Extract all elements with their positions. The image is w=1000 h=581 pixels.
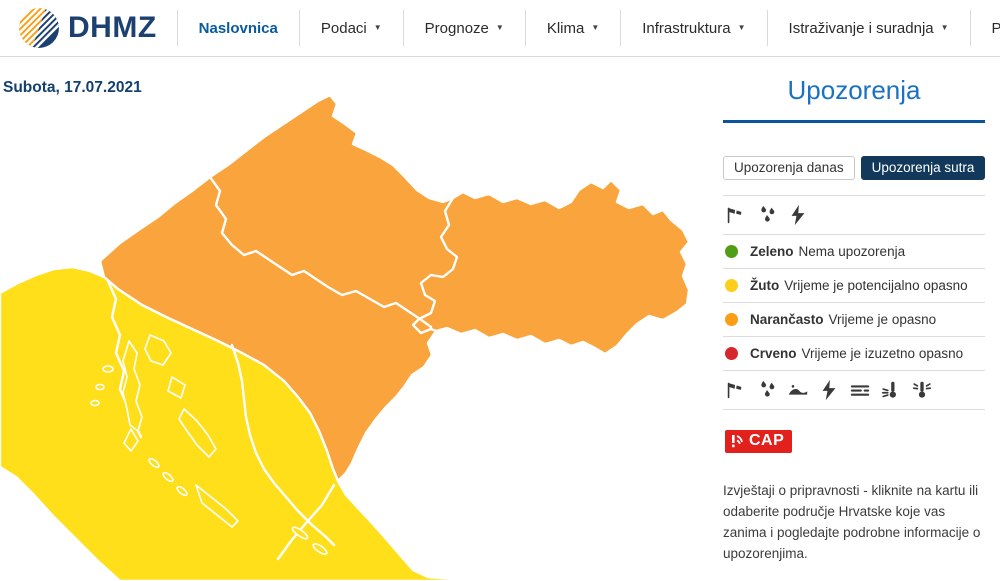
map-county-border (230, 343, 336, 547)
map-island (195, 484, 239, 528)
red-level-dot (725, 347, 738, 360)
map-island (148, 457, 160, 469)
chevron-down-icon: ▼ (591, 23, 600, 32)
legend-row-orange: Narančasto Vrijeme je opasno (723, 302, 985, 336)
nav-divider (402, 10, 404, 46)
chevron-down-icon: ▼ (940, 23, 949, 32)
nav-item-podaci[interactable]: Podaci ▼ (300, 20, 403, 37)
map-island (102, 365, 114, 373)
map-island (178, 408, 217, 458)
nav-label: Infrastruktura (642, 19, 731, 37)
lightning-icon (791, 204, 805, 226)
cap-alert-icon (732, 435, 743, 448)
cap-logo[interactable]: CAP (725, 430, 793, 453)
cold-thermometer-icon (881, 381, 896, 398)
legend-name: Narančasto (750, 312, 824, 327)
chevron-down-icon: ▼ (737, 23, 746, 32)
windsock-icon (727, 382, 742, 399)
nav-item-naslovnica[interactable]: Naslovnica (178, 20, 299, 37)
preparedness-info-text: Izvještaji o pripravnosti - kliknite na … (723, 483, 981, 561)
nav-item-proizvodi[interactable]: Proizvodi i usluge ▼ (971, 20, 1000, 37)
tab-upozorenja-sutra[interactable]: Upozorenja sutra (860, 156, 986, 180)
hazard-icons-row-tomorrow (723, 370, 985, 410)
map-date-label: Subota, 17.07.2021 (3, 79, 142, 96)
map-island (90, 399, 100, 407)
cap-logo-text: CAP (749, 432, 785, 449)
map-county-border (208, 175, 433, 329)
yellow-level-dot (725, 279, 738, 292)
map-island (123, 428, 139, 452)
nav-label: Proizvodi i usluge (991, 19, 1000, 37)
map-county-border (276, 483, 336, 561)
map-island (95, 383, 105, 391)
nav-item-infrastruktura[interactable]: Infrastruktura ▼ (621, 20, 766, 37)
fog-icon (850, 385, 870, 396)
legend-name: Žuto (750, 278, 780, 293)
nav-label: Naslovnica (198, 19, 278, 37)
tab-upozorenja-danas[interactable]: Upozorenja danas (723, 156, 855, 180)
legend-desc: Vrijeme je izuzetno opasno (801, 346, 964, 361)
dhmz-logo-text: DHMZ (68, 11, 157, 44)
legend-desc: Vrijeme je potencijalno opasno (784, 278, 968, 293)
title-underline (723, 120, 985, 123)
windsock-icon (727, 207, 742, 224)
top-navigation-bar: DHMZ Naslovnica Podaci ▼ Prognoze ▼ Klim… (0, 0, 1000, 57)
legend-desc: Vrijeme je opasno (828, 312, 937, 327)
map-island (144, 334, 172, 366)
main-nav: Naslovnica Podaci ▼ Prognoze ▼ Klima ▼ I… (176, 0, 1000, 56)
map-county-border (411, 196, 459, 335)
orange-level-dot (725, 313, 738, 326)
legend-row-green: Zeleno Nema upozorenja (723, 234, 985, 268)
nav-label: Prognoze (424, 19, 489, 37)
nav-divider (176, 10, 178, 46)
map-region-inland-orange[interactable] (98, 93, 691, 483)
lightning-icon (822, 379, 836, 401)
legend-row-red: Crveno Vrijeme je izuzetno opasno (723, 336, 985, 370)
warning-day-tabs: Upozorenja danas Upozorenja sutra (723, 156, 986, 180)
nav-item-prognoze[interactable]: Prognoze ▼ (404, 20, 525, 37)
legend-desc: Nema upozorenja (798, 244, 906, 259)
nav-label: Istraživanje i suradnja (788, 19, 934, 37)
raindrops-icon (761, 205, 775, 222)
croatia-warning-map[interactable] (0, 71, 720, 581)
sidebar-title: Upozorenja (787, 75, 921, 105)
hazard-icons-row-today (723, 195, 985, 234)
dhmz-logo[interactable]: DHMZ (0, 7, 177, 49)
raindrops-icon (761, 380, 775, 397)
nav-label: Klima (546, 19, 585, 37)
chevron-down-icon: ▼ (495, 23, 504, 32)
nav-divider (298, 10, 300, 46)
nav-divider (766, 10, 768, 46)
warnings-sidebar: Upozorenja Upozorenja danas Upozorenja s… (723, 75, 986, 581)
dhmz-globe-icon (19, 8, 59, 48)
map-island (291, 526, 309, 540)
chevron-down-icon: ▼ (373, 23, 382, 32)
nav-divider (620, 10, 622, 46)
wave-icon (788, 385, 808, 395)
map-island (312, 542, 328, 556)
hot-thermometer-icon (912, 381, 932, 398)
legend-row-yellow: Žuto Vrijeme je potencijalno opasno (723, 268, 985, 302)
legend-name: Zeleno (750, 244, 794, 259)
nav-item-istrazivanje[interactable]: Istraživanje i suradnja ▼ (768, 20, 970, 37)
map-island (162, 471, 174, 483)
legend-name: Crveno (750, 346, 797, 361)
nav-divider (969, 10, 971, 46)
map-island (167, 376, 186, 399)
map-island (122, 340, 143, 432)
nav-label: Podaci (320, 19, 367, 37)
nav-item-klima[interactable]: Klima ▼ (526, 20, 620, 37)
green-level-dot (725, 245, 738, 258)
map-island (176, 485, 188, 497)
nav-divider (524, 10, 526, 46)
